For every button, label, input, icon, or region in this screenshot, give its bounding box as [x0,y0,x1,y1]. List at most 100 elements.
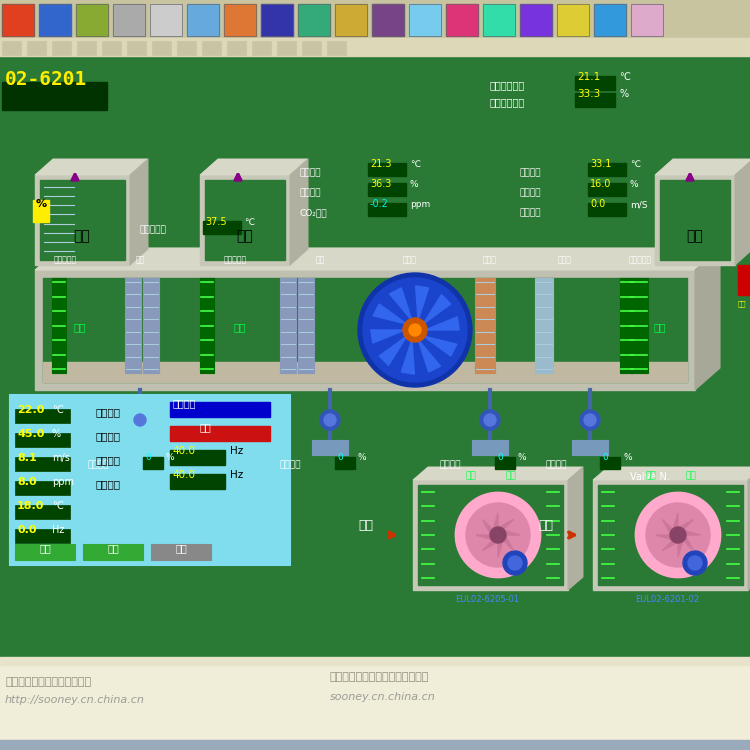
Bar [35,175,130,265]
Bar [0,657,750,665]
Bar [187,4,219,36]
Bar [261,4,293,36]
Bar [312,440,348,455]
Circle shape [484,414,496,426]
Bar [594,4,626,36]
Bar [203,221,241,234]
Bar [483,4,515,36]
Polygon shape [498,535,502,557]
Bar [302,41,321,55]
Bar [143,278,159,373]
Text: 送风湿度: 送风湿度 [520,188,542,197]
Bar [335,4,367,36]
Text: ℃: ℃ [244,218,254,227]
Text: %: % [518,453,526,462]
Polygon shape [695,248,720,390]
Bar [575,76,615,90]
Polygon shape [568,467,583,590]
Text: 中效过滤网: 中效过滤网 [224,255,247,264]
Polygon shape [498,520,514,535]
Bar [368,163,406,176]
Bar [39,4,71,36]
Bar [409,4,441,36]
Text: 排风频率: 排风频率 [95,455,120,465]
Text: 后冷: 后冷 [315,255,325,264]
Bar [200,278,214,373]
Bar [2,41,21,55]
Bar [170,474,225,489]
Bar [76,4,108,36]
Text: Hz: Hz [230,446,243,456]
Bar [187,4,219,36]
Text: 正常: 正常 [645,471,656,480]
Text: CO₂浓度: CO₂浓度 [300,208,328,217]
Bar [113,4,145,36]
Bar [43,278,687,382]
Circle shape [409,324,421,336]
Bar [0,740,750,750]
Bar [277,41,296,55]
Polygon shape [370,330,415,343]
Text: %: % [623,453,632,462]
Text: 0: 0 [602,453,608,462]
Text: 易控通达自动化科技有限公司: 易控通达自动化科技有限公司 [5,677,92,687]
Text: 阀门开度: 阀门开度 [440,460,461,469]
Polygon shape [374,304,415,330]
Polygon shape [662,535,678,550]
Polygon shape [389,288,415,330]
Polygon shape [655,159,750,175]
Bar [298,278,314,373]
Polygon shape [498,535,514,550]
Bar [224,4,256,36]
Text: 正常: 正常 [465,471,476,480]
Polygon shape [498,530,520,535]
Text: EUL02-6205-01: EUL02-6205-01 [455,595,519,604]
Bar [655,175,735,265]
Circle shape [134,414,146,426]
Text: ℃: ℃ [52,405,63,415]
Polygon shape [401,330,415,374]
Bar [0,660,750,750]
Bar [298,4,330,36]
Polygon shape [678,535,682,557]
Bar [726,488,740,582]
Circle shape [490,527,506,543]
Bar [588,183,626,196]
Text: %: % [619,89,628,99]
Text: ℃: ℃ [619,72,630,82]
Text: 运行: 运行 [200,422,211,432]
Polygon shape [662,520,678,535]
Text: ppm: ppm [52,477,74,487]
Bar [252,41,271,55]
Text: EUL02-6201-02: EUL02-6201-02 [635,595,699,604]
Bar [495,457,515,469]
Text: http://sooney.cn.china.cn: http://sooney.cn.china.cn [5,695,145,705]
Bar [15,544,75,560]
Bar [35,270,695,390]
Text: Valve N.: Valve N. [630,472,670,482]
Text: 停止: 停止 [107,543,118,553]
Circle shape [508,556,522,570]
Text: Hz: Hz [230,470,243,480]
Bar [298,4,330,36]
Text: 系统启停: 系统启停 [95,431,120,441]
Bar [224,4,256,36]
Circle shape [683,551,707,575]
Bar [170,426,270,441]
Text: ℃: ℃ [630,160,640,169]
Bar [588,203,626,216]
Text: 21.3: 21.3 [370,159,392,169]
Text: 22.0: 22.0 [17,405,44,415]
Text: %: % [630,180,638,189]
Bar [125,278,141,373]
Text: 新风冷温度: 新风冷温度 [140,225,166,234]
Polygon shape [290,159,308,265]
Bar [150,4,182,36]
Text: 中效过滤网: 中效过滤网 [628,255,652,264]
Polygon shape [130,159,148,265]
Text: 新风: 新风 [74,229,90,243]
Bar [122,440,158,455]
Bar [200,175,290,265]
Bar [102,41,121,55]
Text: 排风: 排风 [538,519,553,532]
